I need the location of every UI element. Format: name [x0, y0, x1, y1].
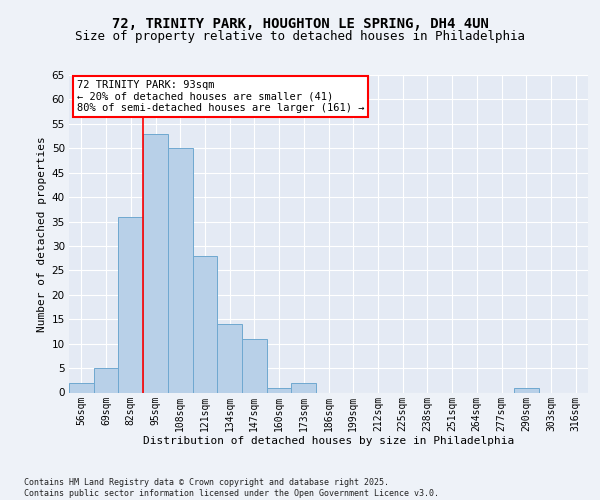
- X-axis label: Distribution of detached houses by size in Philadelphia: Distribution of detached houses by size …: [143, 436, 514, 446]
- Bar: [118, 216, 143, 392]
- Bar: [168, 148, 193, 392]
- Bar: [69, 382, 94, 392]
- Text: Contains HM Land Registry data © Crown copyright and database right 2025.
Contai: Contains HM Land Registry data © Crown c…: [24, 478, 439, 498]
- Bar: [217, 324, 242, 392]
- Bar: [292, 382, 316, 392]
- Bar: [267, 388, 292, 392]
- Bar: [143, 134, 168, 392]
- Y-axis label: Number of detached properties: Number of detached properties: [37, 136, 47, 332]
- Bar: [94, 368, 118, 392]
- Text: 72, TRINITY PARK, HOUGHTON LE SPRING, DH4 4UN: 72, TRINITY PARK, HOUGHTON LE SPRING, DH…: [112, 18, 488, 32]
- Text: 72 TRINITY PARK: 93sqm
← 20% of detached houses are smaller (41)
80% of semi-det: 72 TRINITY PARK: 93sqm ← 20% of detached…: [77, 80, 364, 113]
- Text: Size of property relative to detached houses in Philadelphia: Size of property relative to detached ho…: [75, 30, 525, 43]
- Bar: [193, 256, 217, 392]
- Bar: [514, 388, 539, 392]
- Bar: [242, 339, 267, 392]
